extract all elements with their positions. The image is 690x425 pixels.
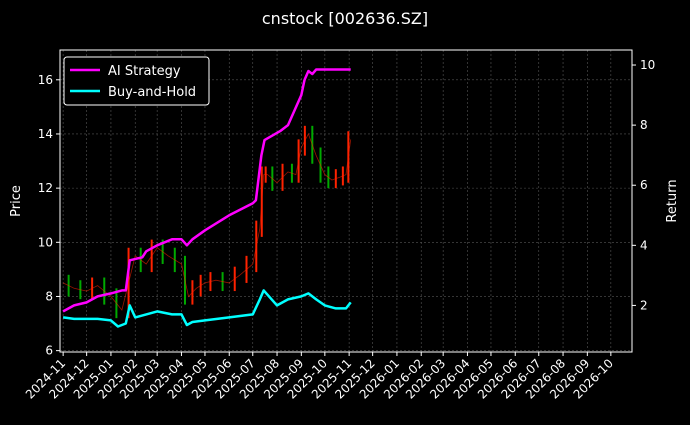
y-axis-label-left: Price [9, 185, 24, 217]
y-tick-label-left: 16 [38, 73, 53, 87]
y-tick-label-right: 2 [640, 298, 648, 312]
price-candles [62, 125, 352, 319]
y-tick-label-left: 8 [45, 289, 53, 303]
y-tick-label-right: 10 [640, 58, 655, 72]
y-axis-label-right: Return [665, 179, 680, 222]
y-tick-label-left: 6 [45, 344, 53, 358]
plot-frame [59, 49, 633, 353]
legend-frame [63, 56, 210, 106]
grid-layer [60, 50, 632, 352]
y-tick-label-left: 10 [38, 235, 53, 249]
y-tick-label-left: 14 [38, 127, 53, 141]
price-line [62, 133, 352, 311]
axes: 2024-112024-122025-012025-022025-032025-… [23, 58, 655, 402]
series-line-ai-strategy [62, 68, 351, 313]
legend-label-ai-strategy: AI Strategy [108, 64, 181, 79]
chart-title: cnstock [002636.SZ] [262, 9, 428, 28]
y-tick-label-right: 6 [640, 178, 648, 192]
legend-label-buy-and-hold: Buy-and-Hold [108, 85, 196, 100]
y-tick-label-right: 8 [640, 118, 648, 132]
return-lines [62, 68, 352, 328]
legend: AI Strategy Buy-and-Hold [63, 56, 210, 106]
y-tick-label-left: 12 [38, 181, 53, 195]
series-line-buy-and-hold [62, 289, 352, 328]
y-tick-label-right: 4 [640, 238, 648, 252]
